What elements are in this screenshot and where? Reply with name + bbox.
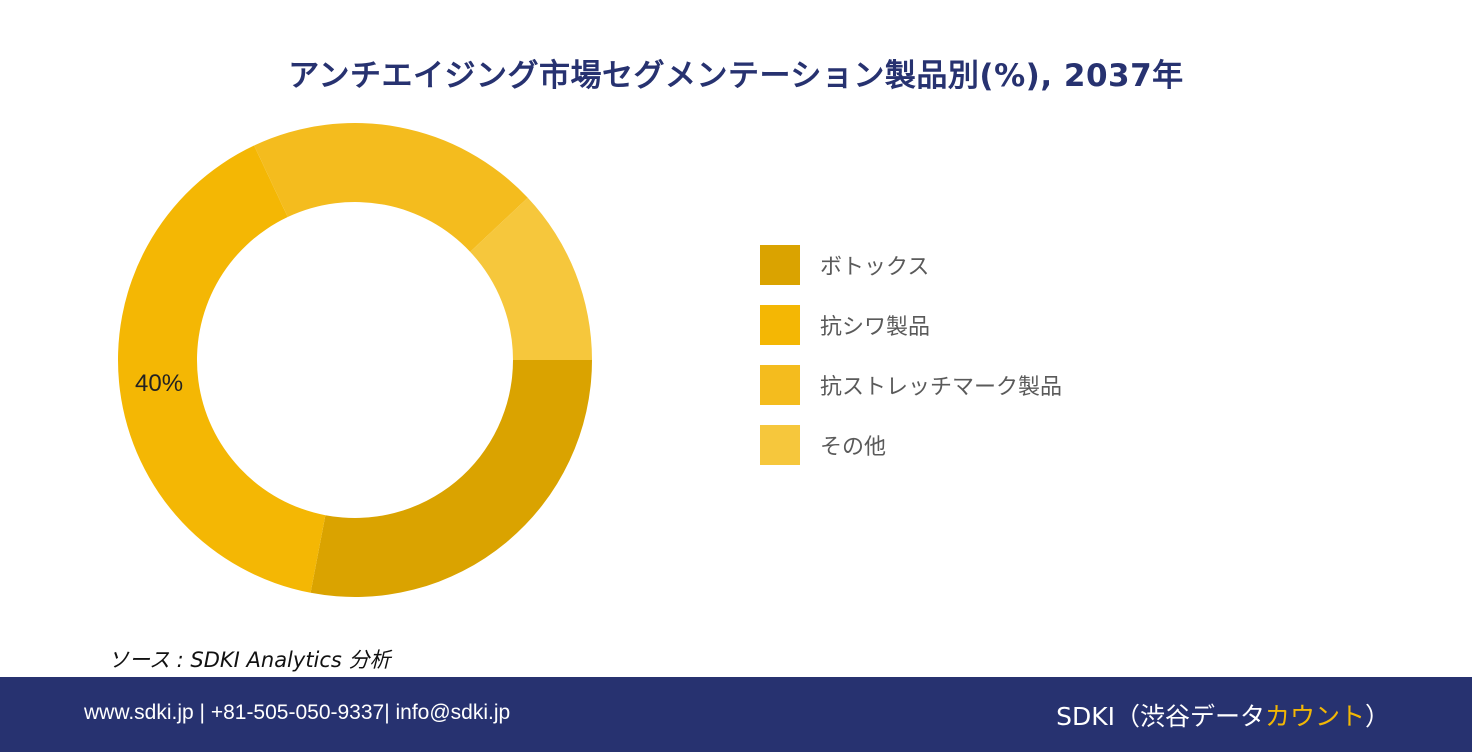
source-note: ソース : SDKI Analytics 分析 xyxy=(108,648,391,672)
footer-brand: SDKI（渋谷データカウント） xyxy=(1056,697,1390,733)
chart-legend: ボトックス 抗シワ製品 抗ストレッチマーク製品 その他 xyxy=(760,245,1062,485)
chart-title: アンチエイジング市場セグメンテーション製品別(%), 2037年 xyxy=(288,58,1184,94)
legend-swatch xyxy=(760,305,800,345)
brand-accent: カウント xyxy=(1264,702,1365,731)
legend-item: 抗シワ製品 xyxy=(760,305,1062,345)
legend-label: その他 xyxy=(820,435,887,460)
donut-slice xyxy=(117,145,326,593)
brand-prefix: SDKI（渋谷データ xyxy=(1056,702,1265,731)
data-label: 40% xyxy=(135,370,183,397)
footer-bar: www.sdki.jp | +81-505-050-9337| info@sdk… xyxy=(0,677,1472,752)
donut-slice xyxy=(254,123,528,252)
legend-label: ボトックス xyxy=(820,255,930,280)
legend-item: 抗ストレッチマーク製品 xyxy=(760,365,1062,405)
legend-item: その他 xyxy=(760,425,1062,465)
donut-slice xyxy=(470,197,592,360)
legend-label: 抗シワ製品 xyxy=(820,315,931,340)
legend-label: 抗ストレッチマーク製品 xyxy=(820,375,1063,400)
legend-swatch xyxy=(760,365,800,405)
brand-suffix: ） xyxy=(1364,702,1390,731)
footer-contact: www.sdki.jp | +81-505-050-9337| info@sdk… xyxy=(84,701,511,724)
donut-chart: 40% xyxy=(117,123,592,597)
donut-slice xyxy=(310,360,592,597)
legend-item: ボトックス xyxy=(760,245,1062,285)
legend-swatch xyxy=(760,245,800,285)
legend-swatch xyxy=(760,425,800,465)
